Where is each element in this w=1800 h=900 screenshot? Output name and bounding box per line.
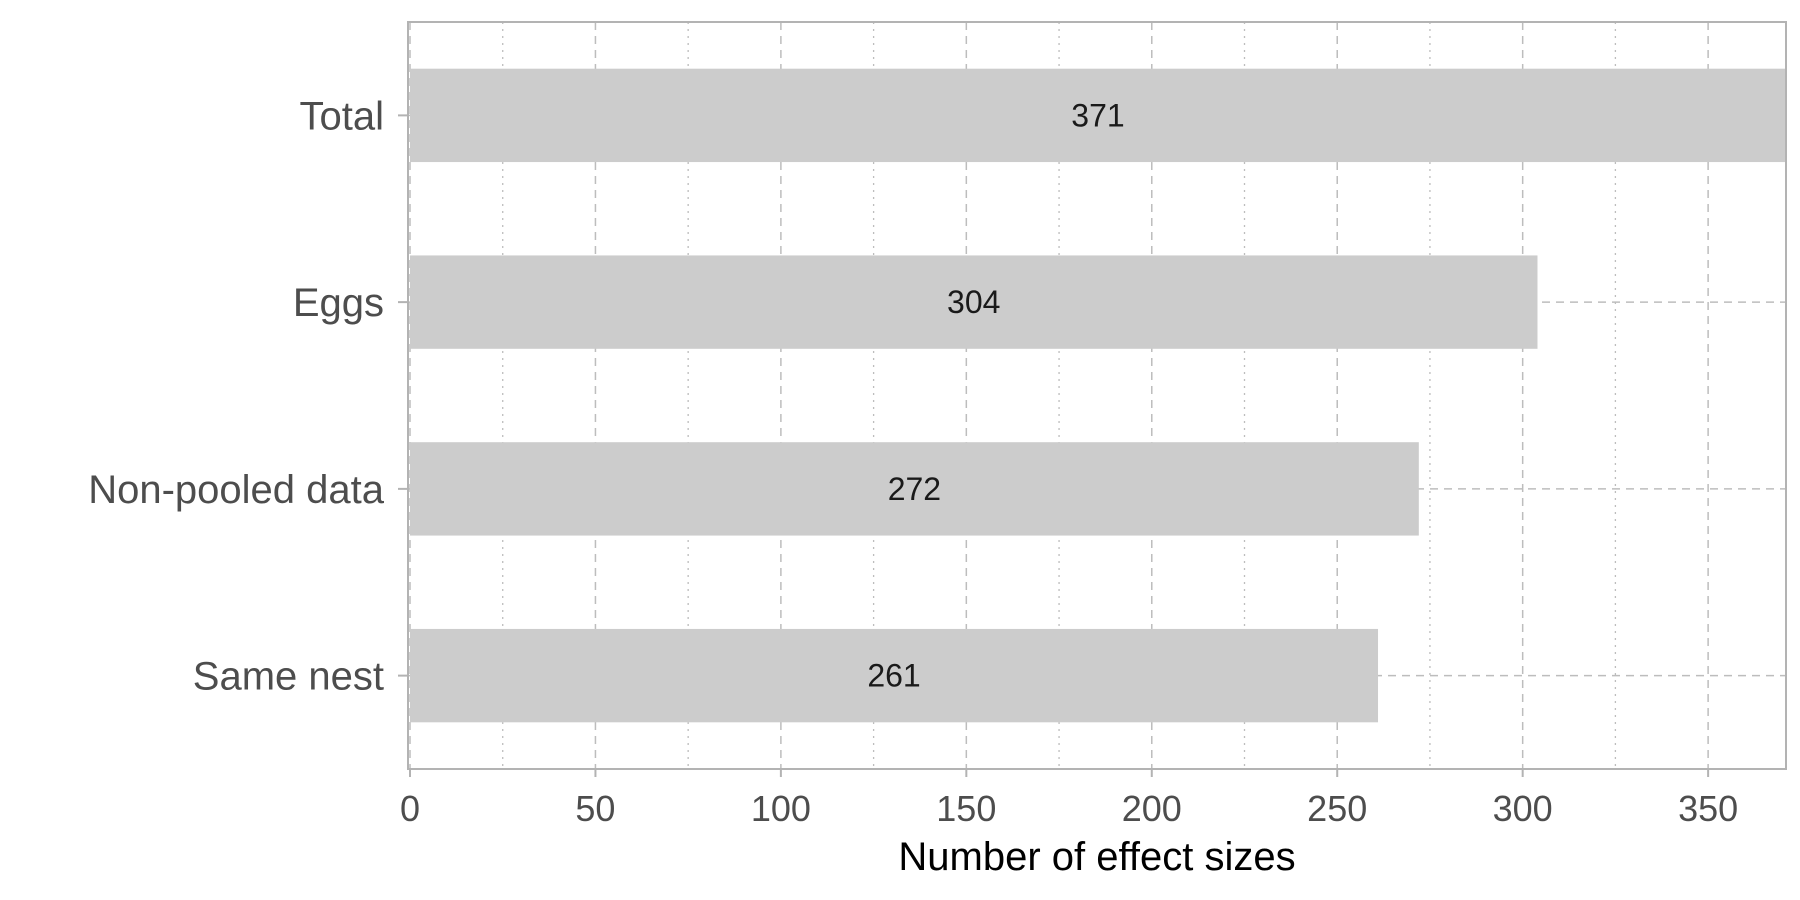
y-category-label: Non-pooled data	[88, 468, 385, 512]
y-category-label: Eggs	[293, 281, 384, 325]
bar-eggs	[410, 255, 1538, 349]
bar-value-label: 304	[947, 284, 1000, 320]
x-tick-label: 300	[1493, 788, 1553, 829]
bar-same-nest	[410, 628, 1379, 723]
axes-layer: 0 50 100 150 200 250 300 350 Total Eggs Non-pooled…	[88, 94, 1738, 829]
bar-total	[410, 68, 1786, 163]
data-labels-layer: 371 304 272 261	[867, 97, 1124, 693]
y-category-label: Total	[300, 94, 385, 138]
bar-value-label: 371	[1071, 97, 1124, 133]
panel-border	[407, 21, 1787, 770]
x-tick-label: 0	[400, 788, 420, 829]
bar-non-pooled-data	[410, 442, 1419, 536]
bars-layer	[410, 68, 1786, 723]
x-tick-label: 50	[575, 788, 615, 829]
x-tick-label: 350	[1678, 788, 1738, 829]
x-tick-label: 250	[1307, 788, 1367, 829]
y-category-label: Same nest	[193, 655, 384, 699]
x-tick-label: 150	[936, 788, 996, 829]
x-tick-label: 100	[751, 788, 811, 829]
x-tick-label: 200	[1122, 788, 1182, 829]
x-axis-title: Number of effect sizes	[898, 835, 1295, 879]
bar-value-label: 272	[888, 471, 941, 507]
bar-value-label: 261	[867, 658, 920, 694]
